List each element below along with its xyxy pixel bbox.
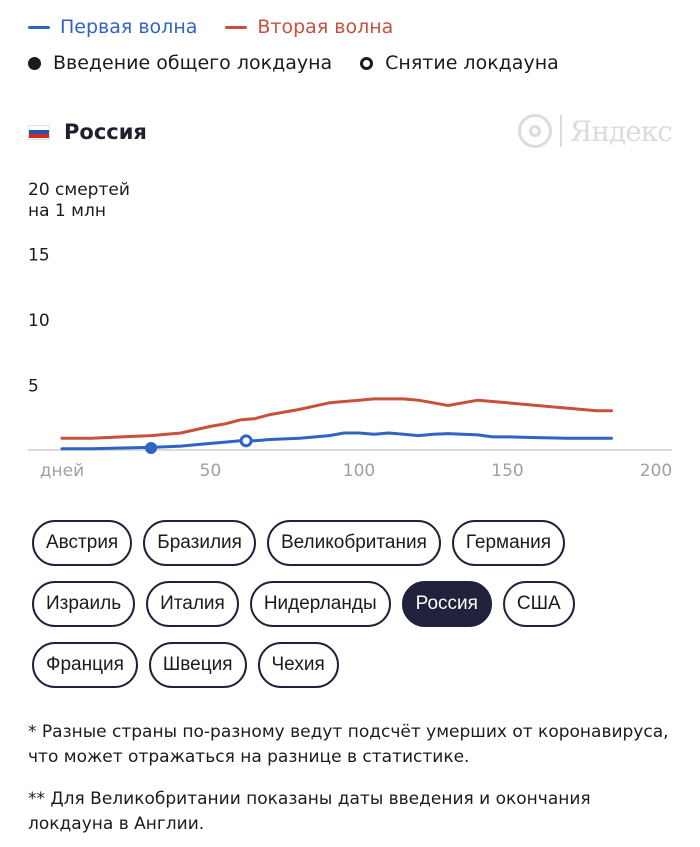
yandex-logo: Яндекс bbox=[517, 114, 673, 148]
series-line-wave2 bbox=[60, 397, 613, 440]
country-chip-3[interactable]: Германия bbox=[451, 520, 566, 566]
legend-waves: Первая волна Вторая волна bbox=[28, 16, 421, 38]
y-tick-label-0: 5 bbox=[28, 377, 39, 397]
legend-label-wave1: Первая волна bbox=[60, 16, 198, 38]
legend-lockdown: Введение общего локдауна Снятие локдауна bbox=[28, 52, 587, 74]
country-chip-6[interactable]: Нидерланды bbox=[249, 581, 391, 627]
legend-item-lockdown-start: Введение общего локдауна bbox=[28, 52, 332, 74]
legend-label-lockdown-start: Введение общего локдауна bbox=[53, 52, 333, 74]
country-chip-5[interactable]: Италия bbox=[146, 581, 239, 627]
legend-swatch-wave1 bbox=[28, 25, 50, 29]
country-chip-7[interactable]: Россия bbox=[401, 581, 492, 627]
x-tick-label-0: дней bbox=[40, 461, 84, 481]
series-line-wave1 bbox=[60, 431, 613, 451]
country-header: Россия bbox=[28, 120, 147, 144]
country-chip-9[interactable]: Франция bbox=[32, 642, 138, 688]
filled-dot-icon bbox=[28, 56, 41, 70]
x-tick-label-3: 150 bbox=[491, 461, 523, 481]
country-chip-0[interactable]: Австрия bbox=[32, 520, 133, 566]
country-selector: Австрия Бразилия Великобритания Германия Изр… bbox=[32, 520, 682, 703]
legend-label-wave2: Вторая волна bbox=[257, 16, 394, 38]
y-tick-label-2: 15 bbox=[28, 246, 50, 266]
legend-swatch-wave2 bbox=[225, 25, 248, 29]
legend-item-wave1: Первая волна bbox=[28, 16, 197, 38]
x-tick-label-2: 100 bbox=[343, 461, 375, 481]
x-tick-label-4: 200 bbox=[640, 461, 672, 481]
yandex-logo-icon bbox=[517, 114, 552, 148]
legend-item-wave2: Вторая волна bbox=[225, 16, 393, 38]
footnote-counting: * Разные страны по-разному ведут подсчёт… bbox=[28, 722, 669, 767]
legend-label-lockdown-end: Снятие локдауна bbox=[385, 52, 559, 74]
y-tick-label-1: 10 bbox=[28, 311, 50, 331]
country-chip-4[interactable]: Израиль bbox=[32, 581, 136, 627]
country-chip-8[interactable]: США bbox=[502, 581, 575, 627]
country-chip-11[interactable]: Чехия bbox=[257, 642, 339, 688]
footnote-uk: ** Для Великобритании показаны даты введ… bbox=[28, 789, 591, 834]
x-tick-label-1: 50 bbox=[200, 461, 222, 481]
lockdown-start-marker bbox=[145, 442, 158, 455]
y-tick-label-3: 20 смертей bbox=[28, 180, 130, 200]
country-chip-10[interactable]: Швеция bbox=[148, 642, 247, 688]
yandex-logo-text: Яндекс bbox=[569, 114, 673, 148]
country-title: Россия bbox=[64, 120, 147, 144]
country-chip-2[interactable]: Великобритания bbox=[266, 520, 441, 566]
russia-flag-icon bbox=[28, 124, 50, 140]
y-tick-label-3-line2: на 1 млн bbox=[28, 201, 106, 221]
ring-dot-icon bbox=[360, 56, 374, 70]
country-chip-1[interactable]: Бразилия bbox=[143, 520, 256, 566]
legend-item-lockdown-end: Снятие локдауна bbox=[360, 52, 559, 74]
lockdown-end-marker bbox=[239, 434, 253, 448]
